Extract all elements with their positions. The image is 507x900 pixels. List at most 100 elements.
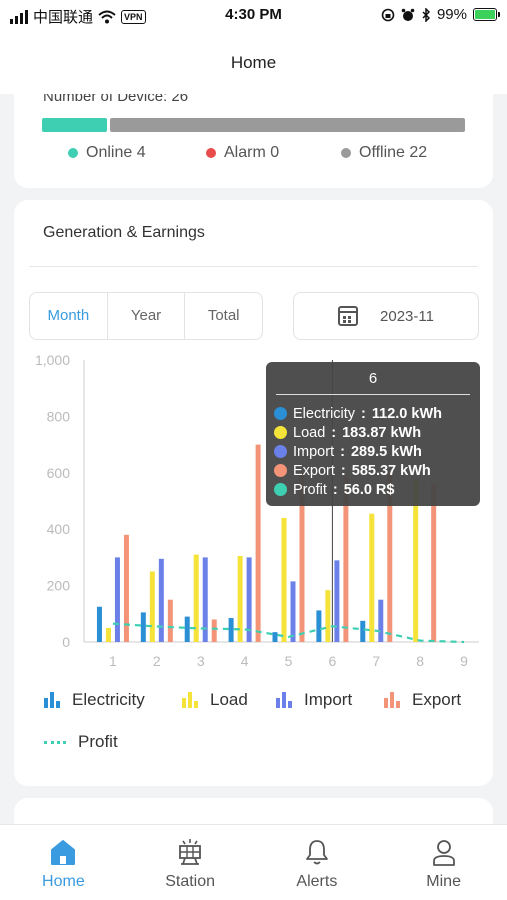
bar-load (237, 555, 243, 642)
bar-chart-icon (44, 692, 60, 708)
tooltip-title: 6 (368, 370, 378, 387)
device-status-bar (42, 118, 465, 132)
tab-month[interactable]: Month (30, 293, 108, 339)
bar-export (431, 484, 437, 642)
bar-load (413, 478, 419, 642)
legend-online: Online 4 (68, 144, 146, 162)
tab-station-label: Station (165, 873, 216, 890)
bar-import (334, 560, 340, 642)
tooltip-dot (274, 426, 287, 439)
status-left: 中国联通 VPN (10, 6, 146, 27)
battery-percent: 99% (436, 6, 467, 23)
page-title: Home (0, 32, 507, 94)
generation-card: Generation & Earnings Month Year Total 2… (14, 200, 493, 786)
tooltip-value: 585.37 kWh (351, 462, 431, 479)
legend-label: Electricity (72, 690, 145, 709)
y-tick-label: 400 (47, 521, 71, 537)
legend-electricity[interactable]: Electricity (44, 690, 145, 710)
alarm-icon (401, 8, 415, 21)
bar-load (325, 590, 331, 642)
offline-dot (341, 148, 351, 158)
tab-total[interactable]: Total (207, 307, 240, 324)
bar-load (281, 517, 287, 642)
tooltip-row-load: Load:183.87 kWh (274, 423, 442, 442)
tooltip-dot (274, 445, 287, 458)
legend-label: Export (412, 690, 462, 709)
status-time: 4:30 PM (225, 6, 282, 23)
bar-export (255, 444, 261, 642)
x-tick-label: 8 (416, 653, 424, 669)
bar-import (202, 557, 208, 642)
bar-electricity (96, 606, 102, 642)
tooltip-row-electricity: Electricity:112.0 kWh (274, 404, 442, 423)
chart-tooltip: 6 Electricity:112.0 kWh Load:183.87 kWh Im… (266, 362, 480, 506)
bar-export (123, 534, 129, 642)
tooltip-divider (276, 394, 470, 395)
bar-export (343, 476, 349, 642)
bar-export (299, 472, 305, 642)
tooltip-label: Export (293, 462, 335, 479)
bar-chart-icon (276, 692, 292, 708)
wifi-icon (98, 10, 116, 23)
device-bar-online (42, 118, 107, 132)
x-tick-label: 9 (460, 653, 468, 669)
tooltip-separator: : (331, 424, 337, 441)
tooltip-label: Load (293, 424, 326, 441)
y-tick-label: 200 (47, 578, 71, 594)
device-bar-offline (109, 118, 465, 132)
x-tick-label: 4 (241, 653, 249, 669)
tooltip-row-profit: Profit:56.0 R$ (274, 480, 442, 499)
bar-load (105, 627, 111, 642)
legend-profit[interactable]: Profit (44, 732, 118, 752)
bar-chart-icon (182, 692, 198, 708)
legend-import[interactable]: Import (276, 690, 352, 710)
generation-title: Generation & Earnings (43, 224, 205, 241)
tooltip-rows: Electricity:112.0 kWh Load:183.87 kWh Impo… (274, 404, 442, 499)
alarm-dot (206, 148, 216, 158)
tab-home-label: Home (42, 873, 85, 890)
tab-station[interactable]: Station (127, 825, 254, 900)
bar-electricity (140, 612, 146, 642)
date-value: 2023-11 (380, 307, 434, 325)
tooltip-dot (274, 483, 287, 496)
bar-export (387, 472, 393, 642)
tooltip-label: Profit (293, 481, 327, 498)
bar-electricity (228, 618, 234, 642)
tooltip-dot (274, 407, 287, 420)
tooltip-separator: : (340, 462, 346, 479)
vpn-badge: VPN (121, 9, 146, 24)
tooltip-value: 56.0 R$ (343, 481, 395, 498)
calendar-icon (338, 306, 359, 326)
tooltip-separator: : (332, 481, 338, 498)
alarm-label: Alarm 0 (224, 144, 280, 161)
legend-export[interactable]: Export (384, 690, 461, 710)
divider (29, 266, 478, 267)
tab-mine[interactable]: Mine (380, 825, 507, 900)
bar-export (167, 599, 173, 642)
legend-label: Load (210, 690, 248, 709)
tab-year[interactable]: Year (108, 293, 186, 339)
legend-load[interactable]: Load (182, 690, 248, 710)
tooltip-label: Import (293, 443, 335, 460)
lock-rotation-icon (381, 8, 395, 21)
tooltip-value: 112.0 kWh (371, 405, 443, 422)
legend-alarm: Alarm 0 (206, 144, 279, 162)
bar-electricity (316, 610, 322, 642)
tooltip-value: 289.5 kWh (350, 443, 422, 460)
tab-home[interactable]: Home (0, 825, 127, 900)
bottom-tab-bar: Home Station Alerts Mine (0, 824, 507, 900)
dashed-line-icon (44, 740, 66, 744)
tooltip-row-export: Export:585.37 kWh (274, 461, 442, 480)
online-label: Online 4 (86, 144, 146, 161)
date-picker[interactable]: 2023-11 (293, 292, 479, 340)
generation-chart[interactable]: 0 200 400 600 800 1,000 1 2 3 4 5 6 7 8 9 (14, 340, 493, 680)
tab-alerts[interactable]: Alerts (254, 825, 381, 900)
tab-mine-label: Mine (426, 873, 461, 890)
x-tick-label: 5 (285, 653, 293, 669)
signal-icon (10, 9, 28, 24)
bar-electricity (360, 620, 366, 642)
bar-load (369, 513, 375, 642)
bar-import (246, 557, 252, 642)
tooltip-separator: : (361, 405, 366, 422)
bluetooth-icon (422, 7, 431, 22)
